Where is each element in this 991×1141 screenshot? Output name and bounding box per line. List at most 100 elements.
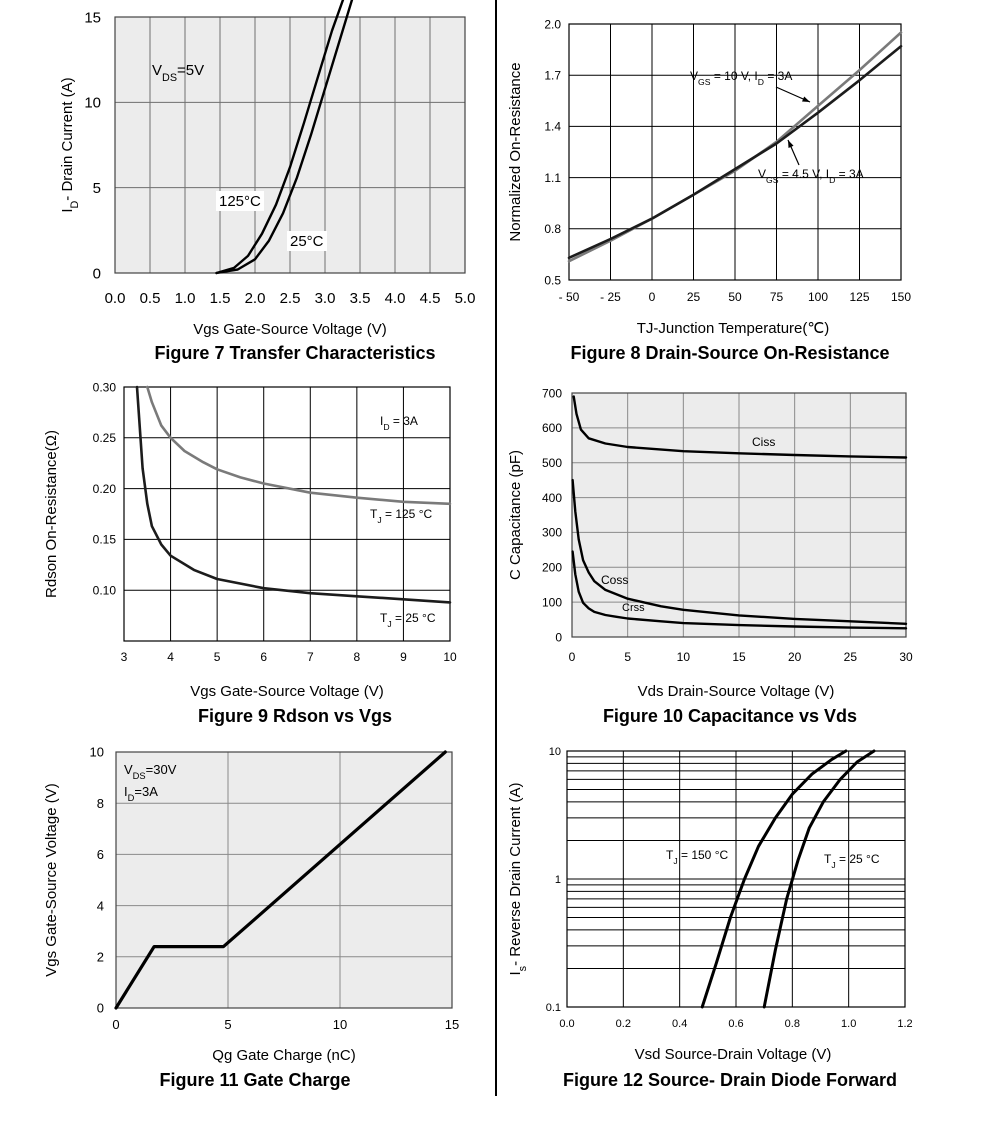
fig11-annotation-part: D xyxy=(128,793,135,803)
fig12-plot-frame xyxy=(566,750,906,1008)
fig9-x-tick-label: 7 xyxy=(307,650,314,664)
fig12-x-tick-label: 0.4 xyxy=(672,1018,687,1030)
fig7-x-tick-label: 2.5 xyxy=(280,290,301,307)
fig8-x-axis-label: TJ-Junction Temperature(℃) xyxy=(637,320,829,337)
fig7-x-tick-label: 4.5 xyxy=(420,290,441,307)
fig12-y-axis-label-part: s xyxy=(517,965,529,971)
fig12-series-line xyxy=(762,749,876,1009)
fig12-series-label-part: J xyxy=(673,856,677,866)
fig7-annotation-part: V xyxy=(152,62,162,79)
fig8-series-label-part: D xyxy=(829,175,835,185)
fig9-annotation: ID = 3A xyxy=(380,414,418,432)
figure-10-caption: Figure 10 Capacitance vs Vds xyxy=(602,706,858,726)
fig10-x-tick-label: 20 xyxy=(788,650,802,664)
fig9-series-line xyxy=(135,385,452,604)
fig12-series-label: TJ = 150 °C xyxy=(666,848,728,866)
fig7-series-label: 125°C xyxy=(219,193,261,210)
fig8-series-label-part: = 10 V, xyxy=(710,69,754,83)
fig9-y-tick-label: 0.20 xyxy=(93,482,117,496)
fig8-y-axis-label-part: Normalized On-Resistance xyxy=(507,62,524,241)
fig9-x-tick-label: 8 xyxy=(354,650,361,664)
fig9-x-tick-label: 9 xyxy=(400,650,407,664)
fig11-annotation-part: =30V xyxy=(146,762,177,777)
fig8-x-tick-label: 125 xyxy=(849,290,869,304)
fig7-y-axis-label: ID- Drain Current (A) xyxy=(59,77,81,212)
fig12-series-label-part: T xyxy=(666,848,674,862)
fig8-label-arrowhead xyxy=(788,140,794,148)
fig11-y-tick-label: 2 xyxy=(97,949,104,964)
fig10-x-tick-label: 25 xyxy=(844,650,858,664)
fig8-y-tick-label: 1.7 xyxy=(544,69,561,83)
fig7-x-tick-label: 3.0 xyxy=(315,290,336,307)
fig11-annotation-part: I xyxy=(124,784,128,799)
fig11-x-tick-label: 15 xyxy=(445,1017,459,1032)
fig11-y-tick-label: 0 xyxy=(97,1001,104,1016)
fig8-series-label-part: V xyxy=(758,167,766,181)
fig9-x-tick-label: 3 xyxy=(121,650,128,664)
fig11-y-axis-label-part: Vgs Gate-Source Voltage (V) xyxy=(43,783,60,976)
fig8-series-label-part: I xyxy=(826,167,829,181)
fig7-series-label-part: 25°C xyxy=(290,233,324,250)
fig10-series-label: Ciss xyxy=(752,435,775,449)
fig11-x-tick-label: 10 xyxy=(333,1017,347,1032)
fig8-series-label-part: GS xyxy=(698,77,711,87)
fig7-y-axis-label-part: D xyxy=(69,201,81,209)
fig7-series-label-part: 125°C xyxy=(219,193,261,210)
fig11-annotation-part: V xyxy=(124,762,133,777)
fig9-y-tick-label: 0.25 xyxy=(93,431,117,445)
fig11-y-tick-label: 8 xyxy=(97,796,104,811)
fig7-x-tick-label: 1.0 xyxy=(175,290,196,307)
fig11-annotation-part: DS xyxy=(133,771,146,781)
fig10-x-tick-label: 10 xyxy=(677,650,691,664)
fig9-x-tick-label: 10 xyxy=(443,650,457,664)
fig8-series-label-part: I xyxy=(754,69,757,83)
fig8-label-arrowhead xyxy=(802,96,810,102)
fig12-x-tick-label: 0.0 xyxy=(559,1018,574,1030)
fig12-series-label-part: J xyxy=(831,860,835,870)
fig8-x-tick-label: 75 xyxy=(770,290,784,304)
fig10-x-tick-label: 0 xyxy=(569,650,576,664)
fig9-chart: 3 4 5 6 7 8 9 10 0.10 0.15 0.20 0.25 0.30 Vgs Gate-So… xyxy=(43,380,457,700)
fig8-y-tick-label: 0.8 xyxy=(544,222,561,236)
fig12-x-axis-label: Vsd Source-Drain Voltage (V) xyxy=(635,1046,832,1063)
fig8-x-tick-label: 50 xyxy=(728,290,742,304)
fig10-series-label-part: Coss xyxy=(601,573,628,587)
fig10-y-tick-label: 300 xyxy=(542,526,562,540)
fig9-x-tick-label: 6 xyxy=(260,650,267,664)
fig9-annotation-part: I xyxy=(380,414,383,428)
fig9-y-tick-label: 0.15 xyxy=(93,533,117,547)
fig12-x-tick-label: 1.0 xyxy=(841,1018,856,1030)
fig12-y-tick-label: 1 xyxy=(555,874,561,886)
fig10-y-tick-label: 600 xyxy=(542,421,562,435)
fig12-series-line xyxy=(700,749,848,1009)
figure-11-caption: Figure 11 Gate Charge xyxy=(159,1070,351,1090)
fig8-series-label-part: GS xyxy=(766,175,779,185)
fig12-chart: 0.0 0.2 0.4 0.6 0.8 1.0 1.2 0.1 1 10 Vsd Source-Dr… xyxy=(507,746,913,1063)
fig11-y-tick-label: 4 xyxy=(97,898,104,913)
fig12-x-tick-label: 1.2 xyxy=(897,1018,912,1030)
fig9-series-label-part: T xyxy=(370,507,378,521)
column-divider xyxy=(495,0,497,1096)
fig11-x-tick-label: 5 xyxy=(224,1017,231,1032)
fig7-annotation: VDS=5V xyxy=(152,62,204,84)
fig12-y-axis-label-part: - Reverse Drain Current (A) xyxy=(507,783,524,966)
fig10-x-axis-label: Vds Drain-Source Voltage (V) xyxy=(638,683,835,700)
fig7-x-tick-label: 2.0 xyxy=(245,290,266,307)
fig9-series-line xyxy=(146,385,452,506)
fig9-series-label-part: T xyxy=(380,611,388,625)
fig8-series-label-part: = 4.5 V, xyxy=(778,167,825,181)
fig8-x-tick-label: 0 xyxy=(649,290,656,304)
fig8-y-tick-label: 2.0 xyxy=(544,17,561,31)
fig9-series-label-part: J xyxy=(387,619,391,629)
fig12-y-tick-label: 0.1 xyxy=(546,1002,561,1014)
fig8-chart: - 50 - 25 0 25 50 75 100 125 150 0.5 0.8 1.1 1.4 1.7 2… xyxy=(507,17,911,337)
fig10-series-line xyxy=(571,478,908,625)
fig11-y-axis-label: Vgs Gate-Source Voltage (V) xyxy=(43,783,60,976)
fig7-y-axis-label-part: I xyxy=(59,209,76,213)
fig10-y-axis-label: C Capacitance (pF) xyxy=(507,450,524,580)
fig11-x-tick-label: 0 xyxy=(112,1017,119,1032)
fig7-x-tick-label: 3.5 xyxy=(350,290,371,307)
fig12-series-label-part: = 25 °C xyxy=(836,852,880,866)
